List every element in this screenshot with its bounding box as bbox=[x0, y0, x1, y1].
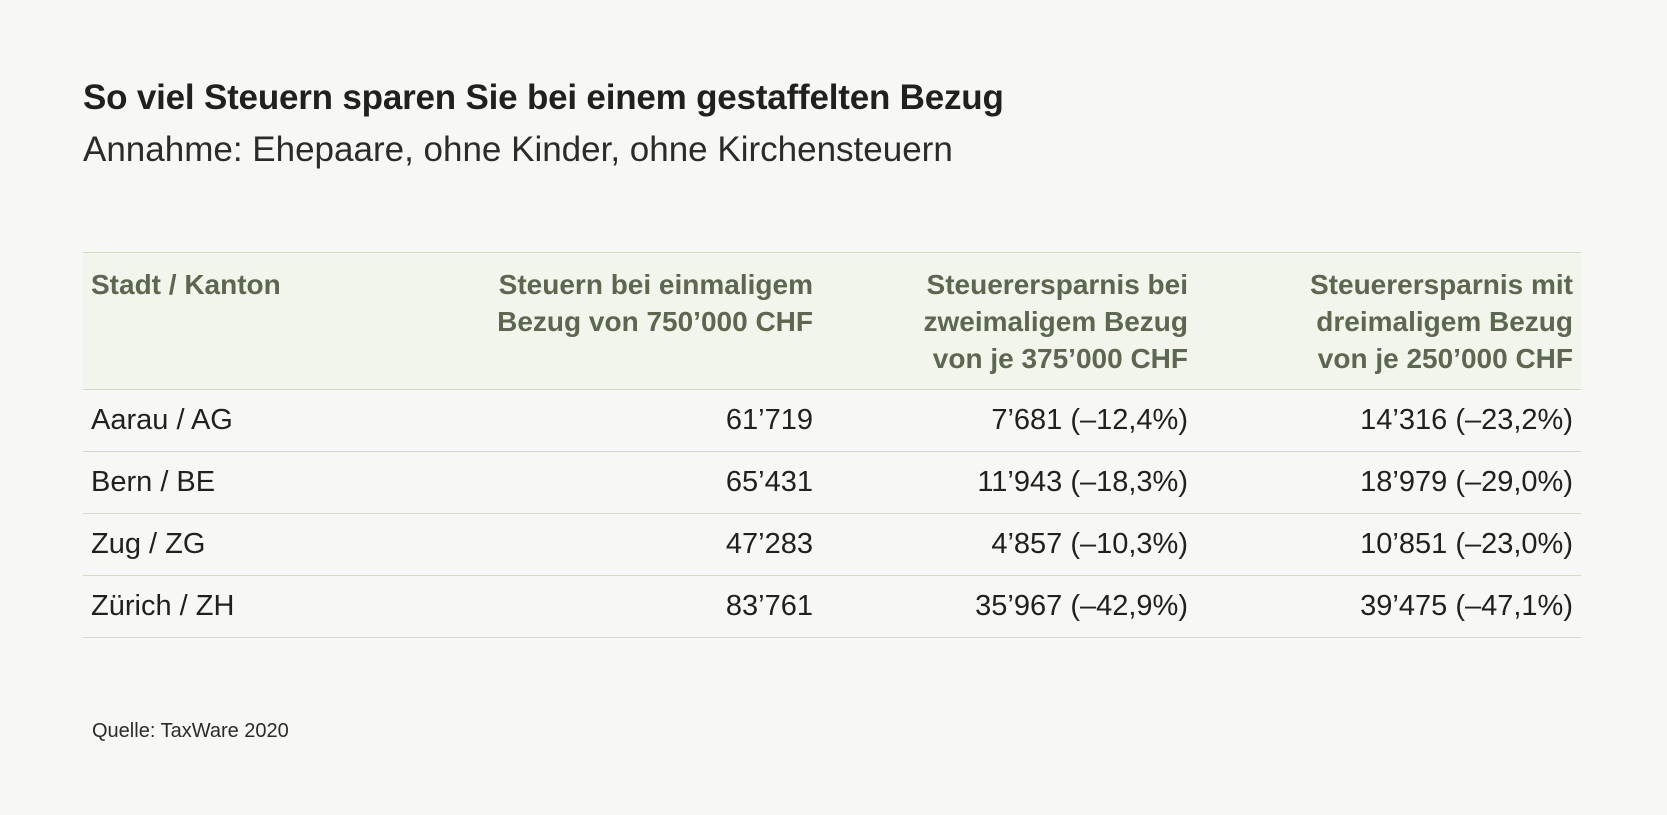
table-row: Zug / ZG 47’283 4’857 (–10,3%) 10’851 (–… bbox=[83, 514, 1581, 576]
header-double-line: Steuerersparnis bei bbox=[926, 269, 1188, 300]
cell-city: Zug / ZG bbox=[91, 528, 206, 560]
header-double-line: von je 375’000 CHF bbox=[932, 343, 1188, 374]
header-city-line: Stadt / Kanton bbox=[91, 269, 281, 300]
cell-single-tax: 65’431 bbox=[725, 466, 813, 498]
cell-triple-saving: 39’475 (–47,1%) bbox=[1360, 590, 1573, 622]
header-double-line: zweimaligem Bezug bbox=[923, 306, 1188, 337]
tax-table: Stadt / Kanton Steuern bei einmaligem Be… bbox=[83, 252, 1581, 638]
cell-city: Aarau / AG bbox=[91, 404, 233, 436]
cell-double-saving: 4’857 (–10,3%) bbox=[991, 528, 1188, 560]
cell-triple-saving: 14’316 (–23,2%) bbox=[1360, 404, 1573, 436]
chart-subtitle: Annahme: Ehepaare, ohne Kinder, ohne Kir… bbox=[83, 130, 953, 169]
header-single-withdrawal: Steuern bei einmaligem Bezug von 750’000… bbox=[401, 253, 821, 390]
cell-double-saving: 7’681 (–12,4%) bbox=[991, 404, 1188, 436]
cell-double-saving: 35’967 (–42,9%) bbox=[975, 590, 1188, 622]
header-triple-line: Steuerersparnis mit bbox=[1310, 269, 1573, 300]
header-triple-line: dreimaligem Bezug bbox=[1316, 306, 1573, 337]
cell-single-tax: 83’761 bbox=[725, 590, 813, 622]
header-single-line: Bezug von 750’000 CHF bbox=[497, 306, 813, 337]
source-note: Quelle: TaxWare 2020 bbox=[92, 720, 289, 742]
cell-triple-saving: 18’979 (–29,0%) bbox=[1360, 466, 1573, 498]
table-row: Zürich / ZH 83’761 35’967 (–42,9%) 39’47… bbox=[83, 576, 1581, 638]
header-city: Stadt / Kanton bbox=[83, 253, 401, 390]
cell-single-tax: 61’719 bbox=[725, 404, 813, 436]
header-triple-line: von je 250’000 CHF bbox=[1317, 343, 1573, 374]
table-header-row: Stadt / Kanton Steuern bei einmaligem Be… bbox=[83, 252, 1581, 390]
cell-city: Bern / BE bbox=[91, 466, 216, 498]
header-triple-withdrawal: Steuerersparnis mit dreimaligem Bezug vo… bbox=[1196, 253, 1581, 390]
header-single-line: Steuern bei einmaligem bbox=[498, 269, 813, 300]
chart-title: So viel Steuern sparen Sie bei einem ges… bbox=[83, 78, 1004, 117]
table-row: Aarau / AG 61’719 7’681 (–12,4%) 14’316 … bbox=[83, 390, 1581, 452]
header-double-withdrawal: Steuerersparnis bei zweimaligem Bezug vo… bbox=[821, 253, 1196, 390]
cell-double-saving: 11’943 (–18,3%) bbox=[977, 466, 1188, 498]
cell-city: Zürich / ZH bbox=[91, 590, 235, 622]
table-row: Bern / BE 65’431 11’943 (–18,3%) 18’979 … bbox=[83, 452, 1581, 514]
cell-single-tax: 47’283 bbox=[725, 528, 813, 560]
cell-triple-saving: 10’851 (–23,0%) bbox=[1360, 528, 1573, 560]
